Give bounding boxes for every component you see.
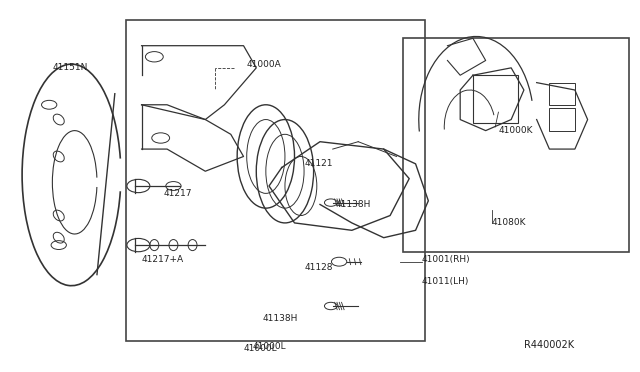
Text: 41128: 41128 bbox=[304, 263, 333, 272]
Text: 41000L: 41000L bbox=[244, 344, 277, 353]
Text: 41217+A: 41217+A bbox=[141, 255, 184, 264]
Text: 41080K: 41080K bbox=[492, 218, 527, 227]
Text: 41011(LH): 41011(LH) bbox=[422, 278, 469, 286]
Text: 41138H: 41138H bbox=[336, 200, 371, 209]
Bar bbox=[549, 83, 575, 105]
Text: 41000K: 41000K bbox=[499, 126, 533, 135]
Text: 41121: 41121 bbox=[304, 159, 333, 169]
Text: 41000L: 41000L bbox=[252, 342, 286, 351]
Text: 41138H: 41138H bbox=[262, 314, 298, 323]
Text: 41001(RH): 41001(RH) bbox=[422, 255, 470, 264]
Text: 41151N: 41151N bbox=[52, 63, 88, 72]
Bar bbox=[403, 38, 629, 253]
Text: 41000A: 41000A bbox=[246, 60, 282, 69]
Text: R440002K: R440002K bbox=[524, 340, 574, 350]
Bar bbox=[549, 109, 575, 131]
Text: 41217: 41217 bbox=[164, 189, 193, 198]
Bar bbox=[473, 75, 518, 123]
Bar bbox=[125, 20, 425, 341]
